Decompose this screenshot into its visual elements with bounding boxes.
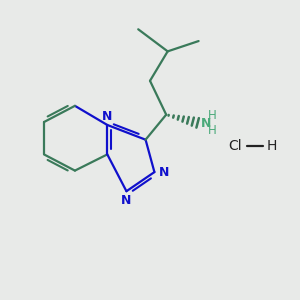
Text: H: H [208,109,217,122]
Text: N: N [159,166,169,178]
Text: N: N [201,117,212,130]
Text: N: N [102,110,112,123]
Text: H: H [267,139,278,153]
Text: H: H [208,124,217,137]
Text: Cl: Cl [229,139,242,153]
Text: N: N [121,194,132,207]
